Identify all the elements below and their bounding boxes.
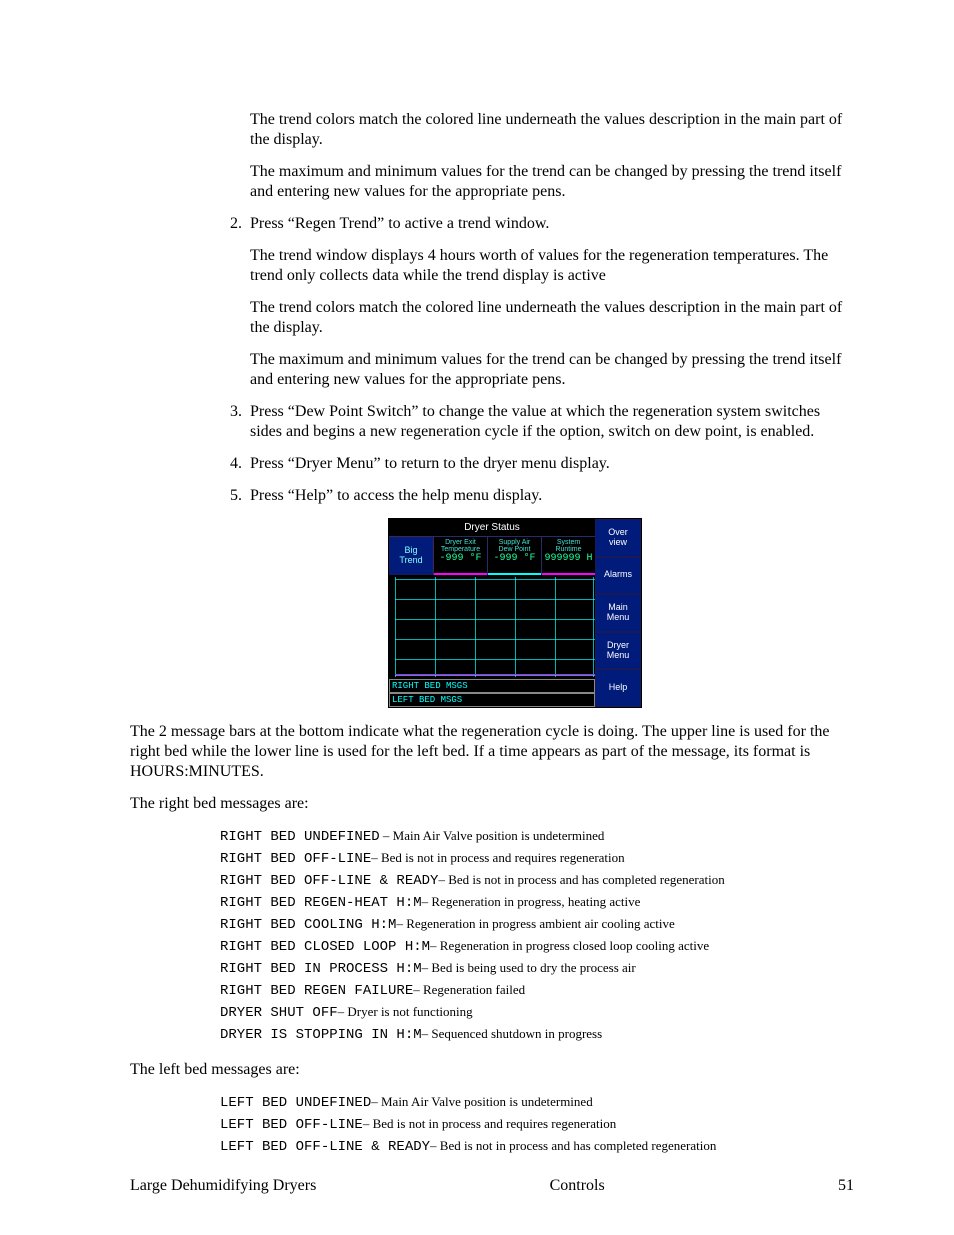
message-code: RIGHT BED OFF-LINE & READY (220, 873, 438, 889)
list-text: Press “Regen Trend” to active a trend wi… (250, 214, 854, 234)
list-item-4: 4. Press “Dryer Menu” to return to the d… (230, 454, 854, 474)
hmi-col-runtime: SystemRuntime 999999 H (541, 537, 595, 575)
hmi-col-value: 999999 H (542, 553, 595, 575)
list-item-3: 3. Press “Dew Point Switch” to change th… (230, 402, 854, 442)
message-desc: – Regeneration failed (413, 982, 525, 997)
message-desc: – Sequenced shutdown in progress (422, 1026, 603, 1041)
message-desc: – Bed is not in process and has complete… (430, 1138, 716, 1153)
list-text: Press “Dryer Menu” to return to the drye… (250, 454, 854, 474)
paragraph: The maximum and minimum values for the t… (250, 162, 854, 202)
list-text: Press “Dew Point Switch” to change the v… (250, 402, 854, 442)
message-row: RIGHT BED REGEN-HEAT H:M– Regeneration i… (220, 892, 854, 914)
footer-right: 51 (838, 1177, 854, 1195)
hmi-col-dew-point: Supply AirDew Point -999 °F (487, 537, 541, 575)
paragraph: The left bed messages are: (130, 1060, 854, 1080)
paragraph: The right bed messages are: (130, 794, 854, 814)
message-desc: – Main Air Valve position is undetermine… (380, 828, 605, 843)
message-code: RIGHT BED COOLING H:M (220, 917, 396, 933)
message-row: LEFT BED UNDEFINED– Main Air Valve posit… (220, 1092, 854, 1114)
paragraph: The trend colors match the colored line … (250, 110, 854, 150)
hmi-right-bed-msg: RIGHT BED MSGS (389, 679, 595, 693)
hmi-col-exit-temp: Dryer ExitTemperature -999 °F (433, 537, 487, 575)
hmi-col-label: Dryer ExitTemperature (434, 537, 487, 553)
message-row: DRYER SHUT OFF– Dryer is not functioning (220, 1002, 854, 1024)
document-page: The trend colors match the colored line … (0, 0, 954, 1235)
message-desc: – Bed is not in process and has complete… (438, 872, 724, 887)
big-trend-button[interactable]: BigTrend (389, 537, 433, 575)
left-bed-message-list: LEFT BED UNDEFINED– Main Air Valve posit… (220, 1092, 854, 1158)
right-bed-message-list: RIGHT BED UNDEFINED – Main Air Valve pos… (220, 826, 854, 1046)
message-code: RIGHT BED IN PROCESS H:M (220, 961, 422, 977)
paragraph: The trend window displays 4 hours worth … (250, 246, 854, 286)
message-desc: – Dryer is not functioning (338, 1004, 473, 1019)
list-number: 3. (230, 402, 250, 442)
footer-center: Controls (550, 1177, 605, 1195)
paragraph: The maximum and minimum values for the t… (250, 350, 854, 390)
message-code: LEFT BED OFF-LINE (220, 1117, 363, 1133)
message-desc: – Bed is being used to dry the process a… (422, 960, 636, 975)
hmi-col-value: -999 °F (488, 553, 541, 575)
message-desc: – Bed is not in process and requires reg… (363, 1116, 616, 1131)
hmi-screenshot: Dryer Status BigTrend Dryer ExitTemperat… (388, 518, 640, 708)
hmi-button-column: Overview Alarms MainMenu DryerMenu Help (595, 519, 641, 707)
message-row: RIGHT BED REGEN FAILURE– Regeneration fa… (220, 980, 854, 1002)
hmi-left-bed-msg: LEFT BED MSGS (389, 693, 595, 707)
message-row: RIGHT BED UNDEFINED – Main Air Valve pos… (220, 826, 854, 848)
list-text: Press “Help” to access the help menu dis… (250, 486, 854, 506)
dryer-menu-button[interactable]: DryerMenu (595, 632, 641, 670)
message-code: DRYER IS STOPPING IN H:M (220, 1027, 422, 1043)
list-item-5: 5. Press “Help” to access the help menu … (230, 486, 854, 506)
message-row: RIGHT BED IN PROCESS H:M– Bed is being u… (220, 958, 854, 980)
message-desc: – Regeneration in progress closed loop c… (430, 938, 709, 953)
message-desc: – Main Air Valve position is undetermine… (371, 1094, 592, 1109)
message-code: RIGHT BED CLOSED LOOP H:M (220, 939, 430, 955)
list-number: 2. (230, 214, 250, 234)
hmi-trend-chart[interactable] (389, 575, 595, 679)
main-menu-button[interactable]: MainMenu (595, 594, 641, 632)
message-desc: – Regeneration in progress ambient air c… (396, 916, 674, 931)
message-row: RIGHT BED OFF-LINE– Bed is not in proces… (220, 848, 854, 870)
message-row: DRYER IS STOPPING IN H:M– Sequenced shut… (220, 1024, 854, 1046)
alarms-button[interactable]: Alarms (595, 557, 641, 595)
message-row: RIGHT BED CLOSED LOOP H:M– Regeneration … (220, 936, 854, 958)
list-number: 4. (230, 454, 250, 474)
message-code: RIGHT BED REGEN-HEAT H:M (220, 895, 422, 911)
message-row: RIGHT BED COOLING H:M– Regeneration in p… (220, 914, 854, 936)
message-code: RIGHT BED UNDEFINED (220, 829, 380, 845)
hmi-col-label: SystemRuntime (542, 537, 595, 553)
overview-button[interactable]: Overview (595, 519, 641, 557)
message-code: LEFT BED UNDEFINED (220, 1095, 371, 1111)
hmi-title: Dryer Status (389, 519, 595, 537)
message-row: RIGHT BED OFF-LINE & READY– Bed is not i… (220, 870, 854, 892)
message-code: RIGHT BED OFF-LINE (220, 851, 371, 867)
message-code: DRYER SHUT OFF (220, 1005, 338, 1021)
footer-left: Large Dehumidifying Dryers (130, 1177, 316, 1195)
message-row: LEFT BED OFF-LINE– Bed is not in process… (220, 1114, 854, 1136)
message-desc: – Bed is not in process and requires reg… (371, 850, 624, 865)
message-desc: – Regeneration in progress, heating acti… (422, 894, 641, 909)
help-button[interactable]: Help (595, 669, 641, 707)
hmi-col-value: -999 °F (434, 553, 487, 575)
message-code: LEFT BED OFF-LINE & READY (220, 1139, 430, 1155)
hmi-col-label: Supply AirDew Point (488, 537, 541, 553)
list-number: 5. (230, 486, 250, 506)
message-row: LEFT BED OFF-LINE & READY– Bed is not in… (220, 1136, 854, 1158)
message-code: RIGHT BED REGEN FAILURE (220, 983, 413, 999)
paragraph: The 2 message bars at the bottom indicat… (130, 722, 854, 782)
paragraph: The trend colors match the colored line … (250, 298, 854, 338)
page-footer: Large Dehumidifying Dryers Controls 51 (130, 1177, 854, 1195)
list-item-2: 2. Press “Regen Trend” to active a trend… (230, 214, 854, 234)
